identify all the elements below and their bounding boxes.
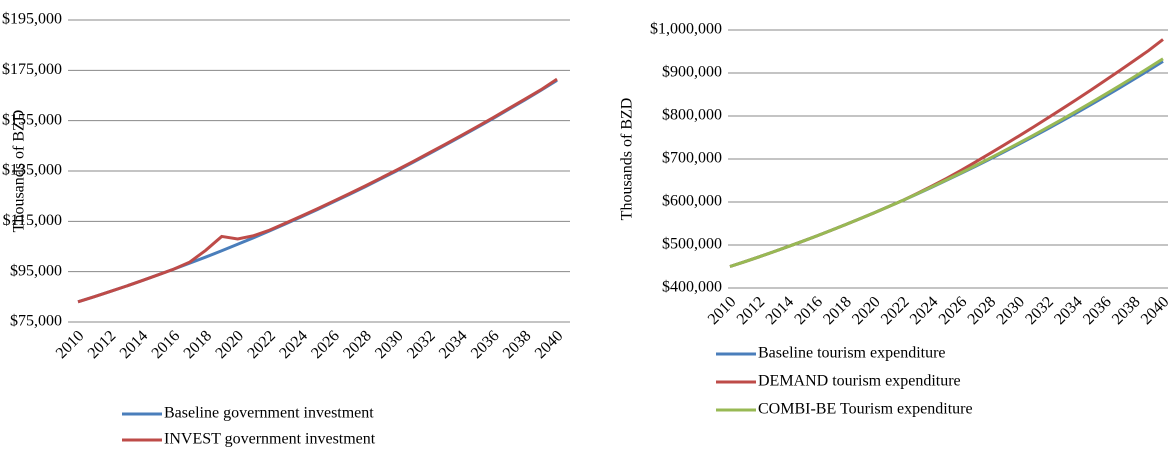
x-tick-label: 2012	[85, 327, 120, 362]
x-tick-label: 2022	[244, 327, 279, 362]
x-tick-label: 2028	[965, 293, 1000, 328]
x-tick-label: 2010	[705, 293, 740, 328]
x-tick-label: 2038	[1109, 293, 1144, 328]
x-tick-label: 2016	[149, 327, 184, 362]
x-tick-label: 2026	[308, 327, 343, 362]
data-line	[729, 60, 1164, 268]
x-tick-label: 2020	[212, 327, 247, 362]
x-tick-label: 2034	[436, 327, 471, 362]
x-tick-label: 2018	[181, 327, 216, 362]
x-tick-label: 2036	[468, 327, 503, 362]
y-tick-label: $175,000	[2, 61, 62, 78]
legend-label: INVEST government investment	[164, 431, 376, 448]
x-tick-label: 2032	[404, 327, 439, 362]
y-tick-label: $1,000,000	[650, 21, 722, 38]
y-tick-label: $600,000	[662, 193, 722, 210]
x-tick-label: 2040	[1138, 293, 1173, 328]
x-tick-label: 2028	[340, 327, 375, 362]
y-tick-label: $135,000	[2, 162, 62, 179]
x-tick-label: 2020	[849, 293, 884, 328]
y-tick-label: $900,000	[662, 64, 722, 81]
x-tick-label: 2026	[936, 293, 971, 328]
x-tick-label: 2014	[763, 293, 798, 328]
x-tick-label: 2018	[820, 293, 855, 328]
y-tick-label: $700,000	[662, 150, 722, 167]
legend-label: Baseline tourism expenditure	[758, 345, 946, 362]
legend-label: Baseline government investment	[164, 405, 374, 422]
x-tick-label: 2038	[500, 327, 535, 362]
x-tick-label: 2024	[907, 293, 942, 328]
x-tick-label: 2016	[791, 293, 826, 328]
data-line	[729, 57, 1164, 268]
x-tick-label: 2032	[1022, 293, 1057, 328]
y-tick-label: $115,000	[3, 212, 62, 229]
x-tick-label: 2040	[532, 327, 567, 362]
data-line	[729, 38, 1164, 268]
y-axis-label: Thousands of BZD	[619, 98, 636, 221]
y-tick-label: $95,000	[10, 262, 62, 279]
y-tick-label: $400,000	[662, 279, 722, 296]
y-tick-label: $500,000	[662, 236, 722, 253]
x-tick-label: 2030	[993, 293, 1028, 328]
data-line	[77, 79, 558, 304]
x-tick-label: 2010	[53, 327, 88, 362]
y-axis-label: Thousands of BZD	[11, 110, 28, 233]
y-tick-label: $75,000	[10, 313, 62, 330]
data-line	[77, 77, 558, 304]
x-tick-label: 2022	[878, 293, 913, 328]
x-tick-label: 2024	[276, 327, 311, 362]
legend-label: DEMAND tourism expenditure	[758, 373, 961, 390]
y-tick-label: $155,000	[2, 111, 62, 128]
x-tick-label: 2036	[1080, 293, 1115, 328]
y-tick-label: $195,000	[2, 11, 62, 28]
x-tick-label: 2030	[372, 327, 407, 362]
x-tick-label: 2034	[1051, 293, 1086, 328]
x-tick-label: 2012	[734, 293, 769, 328]
x-tick-label: 2014	[117, 327, 152, 362]
y-tick-label: $800,000	[662, 107, 722, 124]
legend-label: COMBI-BE Tourism expenditure	[758, 401, 973, 418]
